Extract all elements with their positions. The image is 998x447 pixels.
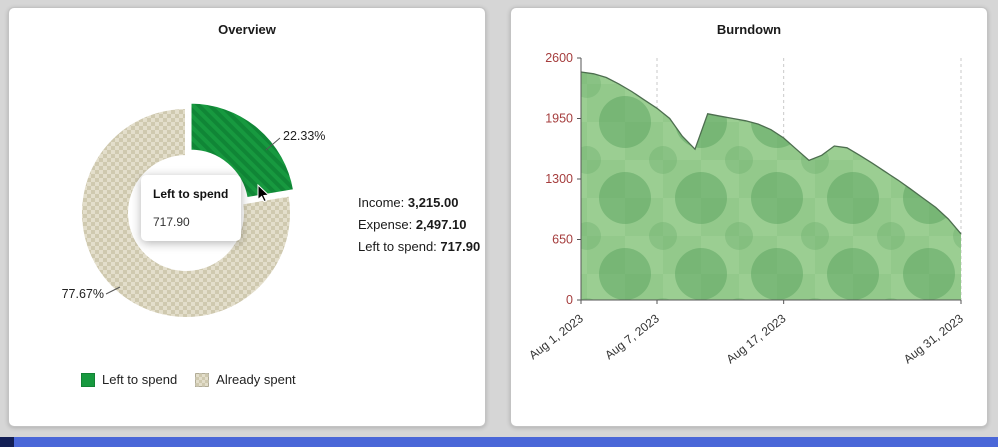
burndown-area-fill[interactable] bbox=[581, 72, 961, 300]
mouse-cursor-icon bbox=[257, 184, 270, 203]
legend-swatch-green bbox=[81, 372, 95, 387]
legend-swatch-beige bbox=[195, 372, 210, 387]
expense-row: Expense: 2,497.10 bbox=[358, 214, 480, 236]
x-axis-label: Aug 1, 2023 bbox=[526, 311, 586, 362]
bottom-window-bar-corner bbox=[0, 437, 14, 447]
y-axis-label: 1950 bbox=[545, 112, 573, 126]
burndown-line bbox=[580, 71, 962, 235]
income-label: Income: bbox=[358, 195, 408, 210]
tooltip-title: Left to spend bbox=[153, 187, 229, 201]
overview-legend: Left to spend Already spent bbox=[81, 372, 296, 387]
green-slice-percent-label: 22.33% bbox=[283, 129, 325, 143]
x-axis-label: Aug 17, 2023 bbox=[724, 311, 789, 366]
bottom-window-bar bbox=[0, 437, 998, 447]
donut-tooltip: Left to spend 717.90 bbox=[141, 175, 241, 241]
expense-label: Expense: bbox=[358, 217, 416, 232]
beige-slice-percent-label: 77.67% bbox=[62, 287, 104, 301]
left-to-spend-label: Left to spend: bbox=[358, 239, 441, 254]
legend-label-already-spent: Already spent bbox=[216, 372, 296, 387]
legend-item-already-spent[interactable]: Already spent bbox=[195, 372, 296, 387]
burndown-card: Burndown 0 650 1300 1950 2600 Aug 1, 2023 Aug … bbox=[510, 7, 988, 427]
y-axis-label: 0 bbox=[566, 293, 573, 307]
y-axis-label: 650 bbox=[552, 233, 573, 247]
expense-value: 2,497.10 bbox=[415, 217, 467, 232]
beige-slice-leader-line bbox=[105, 286, 121, 295]
tooltip-value: 717.90 bbox=[153, 215, 190, 229]
x-axis-label: Aug 7, 2023 bbox=[602, 311, 662, 362]
overview-card: Overview 22.33% 77.67% Left to spend 717… bbox=[8, 7, 486, 427]
left-to-spend-value: 717.90 bbox=[440, 239, 481, 254]
income-row: Income: 3,215.00 bbox=[358, 192, 480, 214]
donut-slice-already-spent[interactable] bbox=[80, 106, 292, 319]
legend-item-left-to-spend[interactable]: Left to spend bbox=[81, 372, 177, 387]
overview-donut-chart[interactable]: 22.33% 77.67% bbox=[19, 70, 359, 380]
burndown-area-chart[interactable]: 0 650 1300 1950 2600 Aug 1, 2023 Aug 7, 2023 Au… bbox=[511, 8, 987, 425]
overview-title: Overview bbox=[218, 22, 276, 37]
burndown-title: Burndown bbox=[716, 22, 782, 37]
green-slice-leader-line bbox=[265, 137, 281, 151]
y-axis-label: 1300 bbox=[545, 172, 573, 186]
left-to-spend-row: Left to spend: 717.90 bbox=[358, 236, 480, 258]
donut-slice-left-to-spend[interactable] bbox=[189, 101, 296, 200]
x-axis-label: Aug 31, 2023 bbox=[901, 311, 966, 366]
income-value: 3,215.00 bbox=[407, 195, 459, 210]
overview-stats: Income: 3,215.00 Expense: 2,497.10 Left … bbox=[358, 192, 480, 258]
y-axis-label: 2600 bbox=[545, 51, 573, 65]
legend-label-left-to-spend: Left to spend bbox=[102, 372, 178, 387]
